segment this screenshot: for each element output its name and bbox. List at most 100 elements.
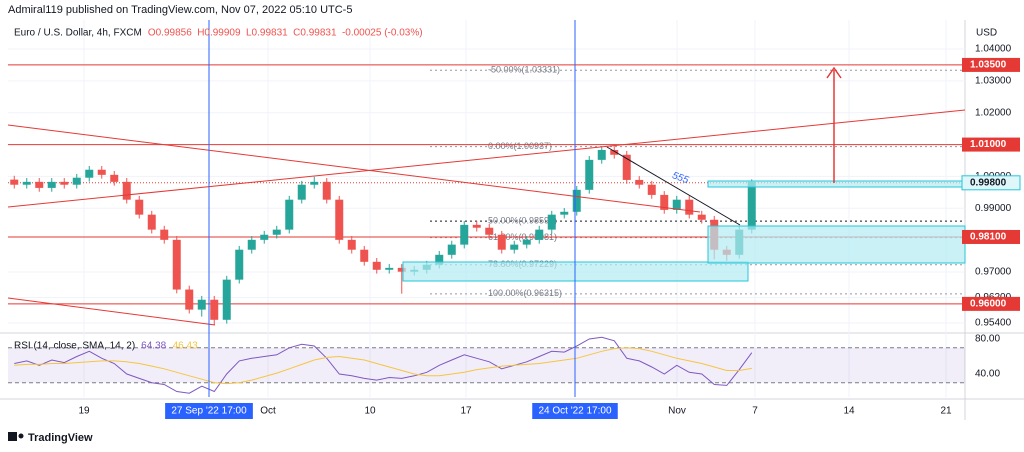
crosshair-label: 27 Sep '22 17:00 [171, 406, 247, 417]
candle-body [197, 299, 206, 310]
fib-label: 0.00%(1.00937) [488, 141, 552, 151]
candle-body [235, 249, 244, 280]
y-tick-label: 1.02000 [975, 107, 1012, 118]
price-label: 0.99800 [970, 177, 1007, 188]
candle-body [497, 234, 506, 250]
level-label: 1.01000 [970, 139, 1007, 150]
candle-body [572, 189, 581, 212]
candle-body [172, 239, 181, 290]
candle-body [85, 169, 94, 178]
candle-body [647, 184, 656, 195]
candle-body [247, 239, 256, 250]
candle-body [660, 194, 669, 210]
arrow-head [826, 66, 842, 79]
y-tick-label: 0.95400 [975, 318, 1012, 329]
candle-body [397, 267, 406, 272]
candle-body [472, 224, 481, 228]
candle-body [210, 299, 219, 320]
candle-body [22, 181, 31, 185]
candle-body [35, 181, 44, 188]
level-label-bg [962, 57, 1020, 72]
ohlc-value: C0.99831 [293, 28, 337, 39]
rsi-value: 46.43 [173, 341, 198, 352]
candle-body [72, 177, 81, 185]
candle-body [185, 289, 194, 310]
candle-body [360, 249, 369, 262]
level-label-bg [962, 229, 1020, 244]
candle-body [47, 181, 56, 188]
crosshair-label-bg [532, 403, 618, 419]
trendline [606, 146, 741, 226]
y-tick-label: 1.03000 [975, 75, 1012, 86]
candle-body [447, 244, 456, 255]
candle-body [610, 149, 619, 155]
y-tick-label: 0.99000 [975, 203, 1012, 214]
ohlc-value: L0.99831 [246, 28, 288, 39]
candle-body [10, 179, 19, 185]
price-label-bg [961, 175, 1021, 191]
rsi-band [8, 347, 965, 383]
level-label: 0.98100 [970, 232, 1007, 243]
candle-body [672, 199, 681, 210]
candle-body [747, 181, 756, 230]
rsi-title: RSI (14, close, SMA, 14, 2) [14, 341, 135, 352]
candle-body [310, 181, 319, 185]
change-value: -0.00025 (-0.03%) [342, 28, 423, 39]
zone [707, 180, 966, 188]
candle-body [372, 261, 381, 270]
byline: Admiral119 published on TradingView.com,… [8, 4, 352, 16]
crosshair-label: 24 Oct '22 17:00 [538, 406, 612, 417]
candle-body [622, 154, 631, 180]
candle-body [260, 234, 269, 240]
symbol-title: Euro / U.S. Dollar, 4h, FXCM [14, 28, 142, 39]
fib-label: 100.00%(0.96315) [488, 288, 562, 298]
candle-body [335, 199, 344, 240]
y-tick-label: 0.97000 [975, 267, 1012, 278]
candle-body [285, 199, 294, 230]
fib-label: -50.00%(1.03331) [488, 65, 560, 75]
candle-body [597, 149, 606, 160]
rsi-line [14, 336, 753, 394]
trendline [7, 297, 216, 326]
overlay: 27 Sep '22 17:00 24 Oct '22 17:00 1.03500 1… [141, 20, 1021, 419]
candle-body [485, 227, 494, 235]
ohlc-value: H0.99909 [197, 28, 241, 39]
x-tick-label: 17 [460, 406, 472, 417]
fib-label: 50.00%(0.98598) [488, 215, 557, 225]
rsi-value: 64.38 [141, 341, 166, 352]
logo-mark [18, 433, 24, 439]
candle-body [160, 229, 169, 240]
rsi-tick-label: 80.00 [975, 334, 1000, 345]
x-tick-label: Nov [668, 406, 686, 417]
candle-body [685, 199, 694, 215]
level-label: 1.03500 [970, 60, 1007, 71]
candle-body [222, 279, 231, 320]
level-label: 0.96000 [970, 299, 1007, 310]
x-tick-label: Oct [260, 406, 276, 417]
candle-body [385, 267, 394, 270]
footer-brand: TradingView [28, 432, 93, 444]
candle-body [110, 174, 119, 182]
x-tick-label: 19 [78, 406, 90, 417]
logo-mark [8, 432, 17, 441]
y-tick-label: 1.04000 [975, 44, 1012, 55]
candle-body [147, 214, 156, 230]
x-tick-label: 14 [843, 406, 855, 417]
candle-body [547, 214, 556, 230]
candle-body [135, 199, 144, 215]
candle-body [435, 254, 444, 265]
candle-body [97, 169, 106, 175]
candle-body [560, 211, 569, 215]
candle-body [347, 239, 356, 250]
ohlc-value: O0.99856 [148, 28, 192, 39]
rsi-tick-label: 40.00 [975, 369, 1000, 380]
candle-body [635, 179, 644, 185]
candle-body [697, 214, 706, 220]
x-tick-label: 10 [364, 406, 376, 417]
crosshair-label-bg [165, 403, 253, 419]
trendline [7, 124, 701, 213]
candle-body [535, 229, 544, 240]
candle-body [322, 181, 331, 200]
candle-body [60, 181, 69, 185]
